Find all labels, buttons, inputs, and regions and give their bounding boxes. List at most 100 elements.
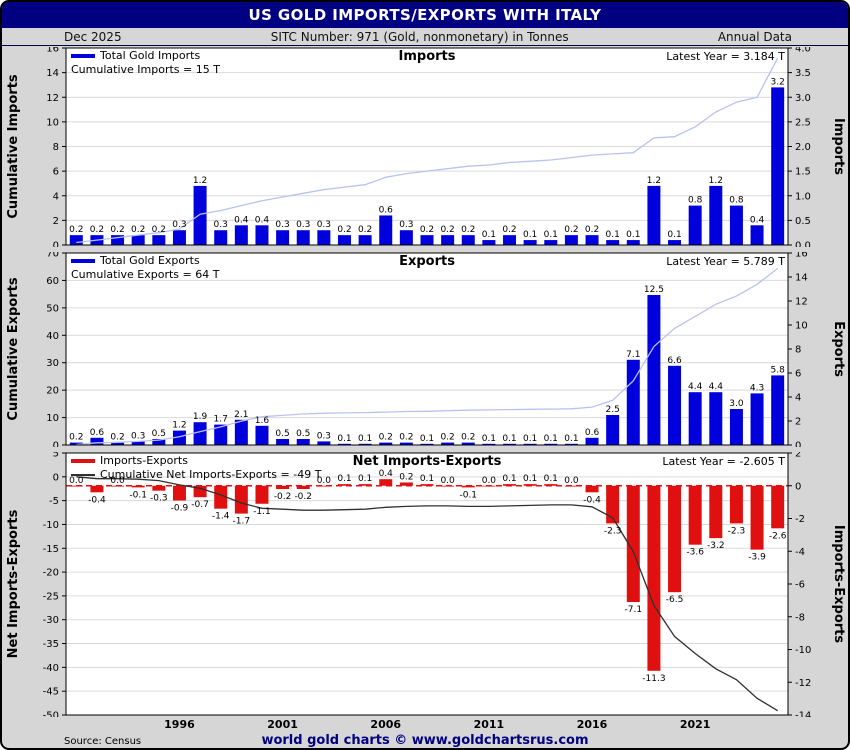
net-imports-exports-panel: -50 -45 -40 -35 -30 -25 -20 -15 -10 -5 0 5 -14 -12 -10… <box>2 452 848 717</box>
svg-text:-3.9: -3.9 <box>748 553 766 563</box>
bar <box>668 240 682 245</box>
svg-text:-0.1: -0.1 <box>459 490 477 500</box>
bar <box>234 225 248 245</box>
exports-gridlines-and-ticks: 0 10 20 30 40 50 60 70 0 2 4 6 8 10 12 14 16 <box>46 252 807 447</box>
bar <box>69 235 83 245</box>
svg-text:10: 10 <box>795 321 808 332</box>
svg-text:30: 30 <box>46 358 59 369</box>
svg-text:-7.1: -7.1 <box>625 605 643 615</box>
bar <box>90 485 104 493</box>
svg-text:2: 2 <box>795 417 801 428</box>
svg-text:0: 0 <box>795 441 801 448</box>
svg-text:-35: -35 <box>43 639 59 650</box>
svg-text:-11.3: -11.3 <box>642 674 665 684</box>
svg-text:0.3: 0.3 <box>131 431 145 441</box>
svg-text:0.4: 0.4 <box>234 215 249 225</box>
imports-bars <box>69 87 785 246</box>
bar <box>172 230 186 245</box>
svg-text:5.8: 5.8 <box>771 365 786 375</box>
bar <box>564 443 578 445</box>
bar <box>564 235 578 245</box>
svg-text:0.6: 0.6 <box>585 428 600 438</box>
svg-text:0.2: 0.2 <box>69 433 83 443</box>
svg-text:0.5: 0.5 <box>152 429 166 439</box>
svg-text:0.1: 0.1 <box>337 434 351 444</box>
svg-text:0: 0 <box>795 481 801 492</box>
svg-text:-5: -5 <box>49 496 59 507</box>
net-left-axis-title: Net Imports-Exports <box>6 509 21 658</box>
svg-text:-20: -20 <box>43 568 59 579</box>
chart-title: US GOLD IMPORTS/EXPORTS WITH ITALY <box>248 6 602 24</box>
svg-text:4.4: 4.4 <box>709 382 724 392</box>
net-right-axis-title: Imports-Exports <box>831 525 846 644</box>
svg-text:0.1: 0.1 <box>358 474 372 484</box>
x-tick-label-2016: 2016 <box>576 718 608 731</box>
bar <box>503 235 517 245</box>
svg-text:16: 16 <box>46 47 59 55</box>
bar <box>606 415 620 445</box>
bar <box>441 235 455 245</box>
svg-text:-2.3: -2.3 <box>728 526 746 536</box>
svg-text:1.2: 1.2 <box>172 421 186 431</box>
bar <box>647 185 661 245</box>
bar <box>647 295 661 445</box>
svg-text:0.8: 0.8 <box>729 196 744 206</box>
svg-text:8: 8 <box>53 142 59 153</box>
bar <box>90 437 104 445</box>
bar <box>626 485 640 603</box>
svg-text:-2.6: -2.6 <box>769 531 787 541</box>
svg-text:0.0: 0.0 <box>69 476 84 486</box>
bar <box>172 430 186 445</box>
svg-text:4: 4 <box>795 393 801 404</box>
svg-text:20: 20 <box>46 386 59 397</box>
x-tick-label-1996: 1996 <box>164 718 195 731</box>
svg-text:1.6: 1.6 <box>255 416 270 426</box>
svg-text:0.1: 0.1 <box>523 474 537 484</box>
bar <box>296 485 310 490</box>
bar <box>729 409 743 445</box>
svg-text:12.5: 12.5 <box>644 285 664 295</box>
svg-text:1.9: 1.9 <box>193 412 208 422</box>
x-tick-label-2001: 2001 <box>267 718 298 731</box>
svg-text:0.2: 0.2 <box>461 225 475 235</box>
svg-text:0.1: 0.1 <box>482 230 496 240</box>
svg-text:7.1: 7.1 <box>626 350 640 360</box>
svg-text:4: 4 <box>53 191 59 202</box>
exports-left-axis-title: Cumulative Exports <box>6 277 21 420</box>
bar <box>420 484 434 486</box>
svg-text:-0.2: -0.2 <box>274 492 292 502</box>
bar <box>337 235 351 245</box>
svg-text:0.6: 0.6 <box>379 205 394 215</box>
svg-text:-3.6: -3.6 <box>686 548 704 558</box>
svg-text:0.1: 0.1 <box>544 230 558 240</box>
svg-text:3.5: 3.5 <box>795 68 811 79</box>
brand-label: world gold charts © www.goldchartsrus.co… <box>261 733 589 748</box>
bar <box>461 442 475 445</box>
svg-text:-4: -4 <box>795 547 805 558</box>
svg-text:0.2: 0.2 <box>420 225 434 235</box>
svg-text:0.2: 0.2 <box>110 433 124 443</box>
x-axis-labels: 1996 2001 2006 2011 2016 2021 <box>2 717 848 733</box>
imports-plot-border <box>65 47 789 246</box>
svg-text:0.3: 0.3 <box>214 220 228 230</box>
svg-text:0.2: 0.2 <box>379 433 393 443</box>
bar <box>523 443 537 445</box>
bar <box>152 485 166 491</box>
bar <box>358 484 372 486</box>
bar <box>111 235 125 245</box>
svg-text:-45: -45 <box>43 687 59 698</box>
svg-text:0.2: 0.2 <box>399 433 413 443</box>
bar <box>214 424 228 445</box>
bar <box>750 485 764 550</box>
bar <box>111 442 125 445</box>
svg-text:0.3: 0.3 <box>399 220 413 230</box>
bar <box>688 392 702 445</box>
bar <box>399 482 413 486</box>
net-plot-border <box>65 452 789 716</box>
svg-text:-15: -15 <box>43 544 59 555</box>
svg-text:-0.4: -0.4 <box>583 495 601 505</box>
imports-gridlines-and-ticks: 0 2 4 6 8 10 12 14 16 0.0 0.5 1.0 1.5 2.0 2.5 3.0 3.5 4.0 <box>46 47 811 247</box>
svg-text:70: 70 <box>46 252 59 260</box>
svg-text:-1.7: -1.7 <box>233 517 251 527</box>
